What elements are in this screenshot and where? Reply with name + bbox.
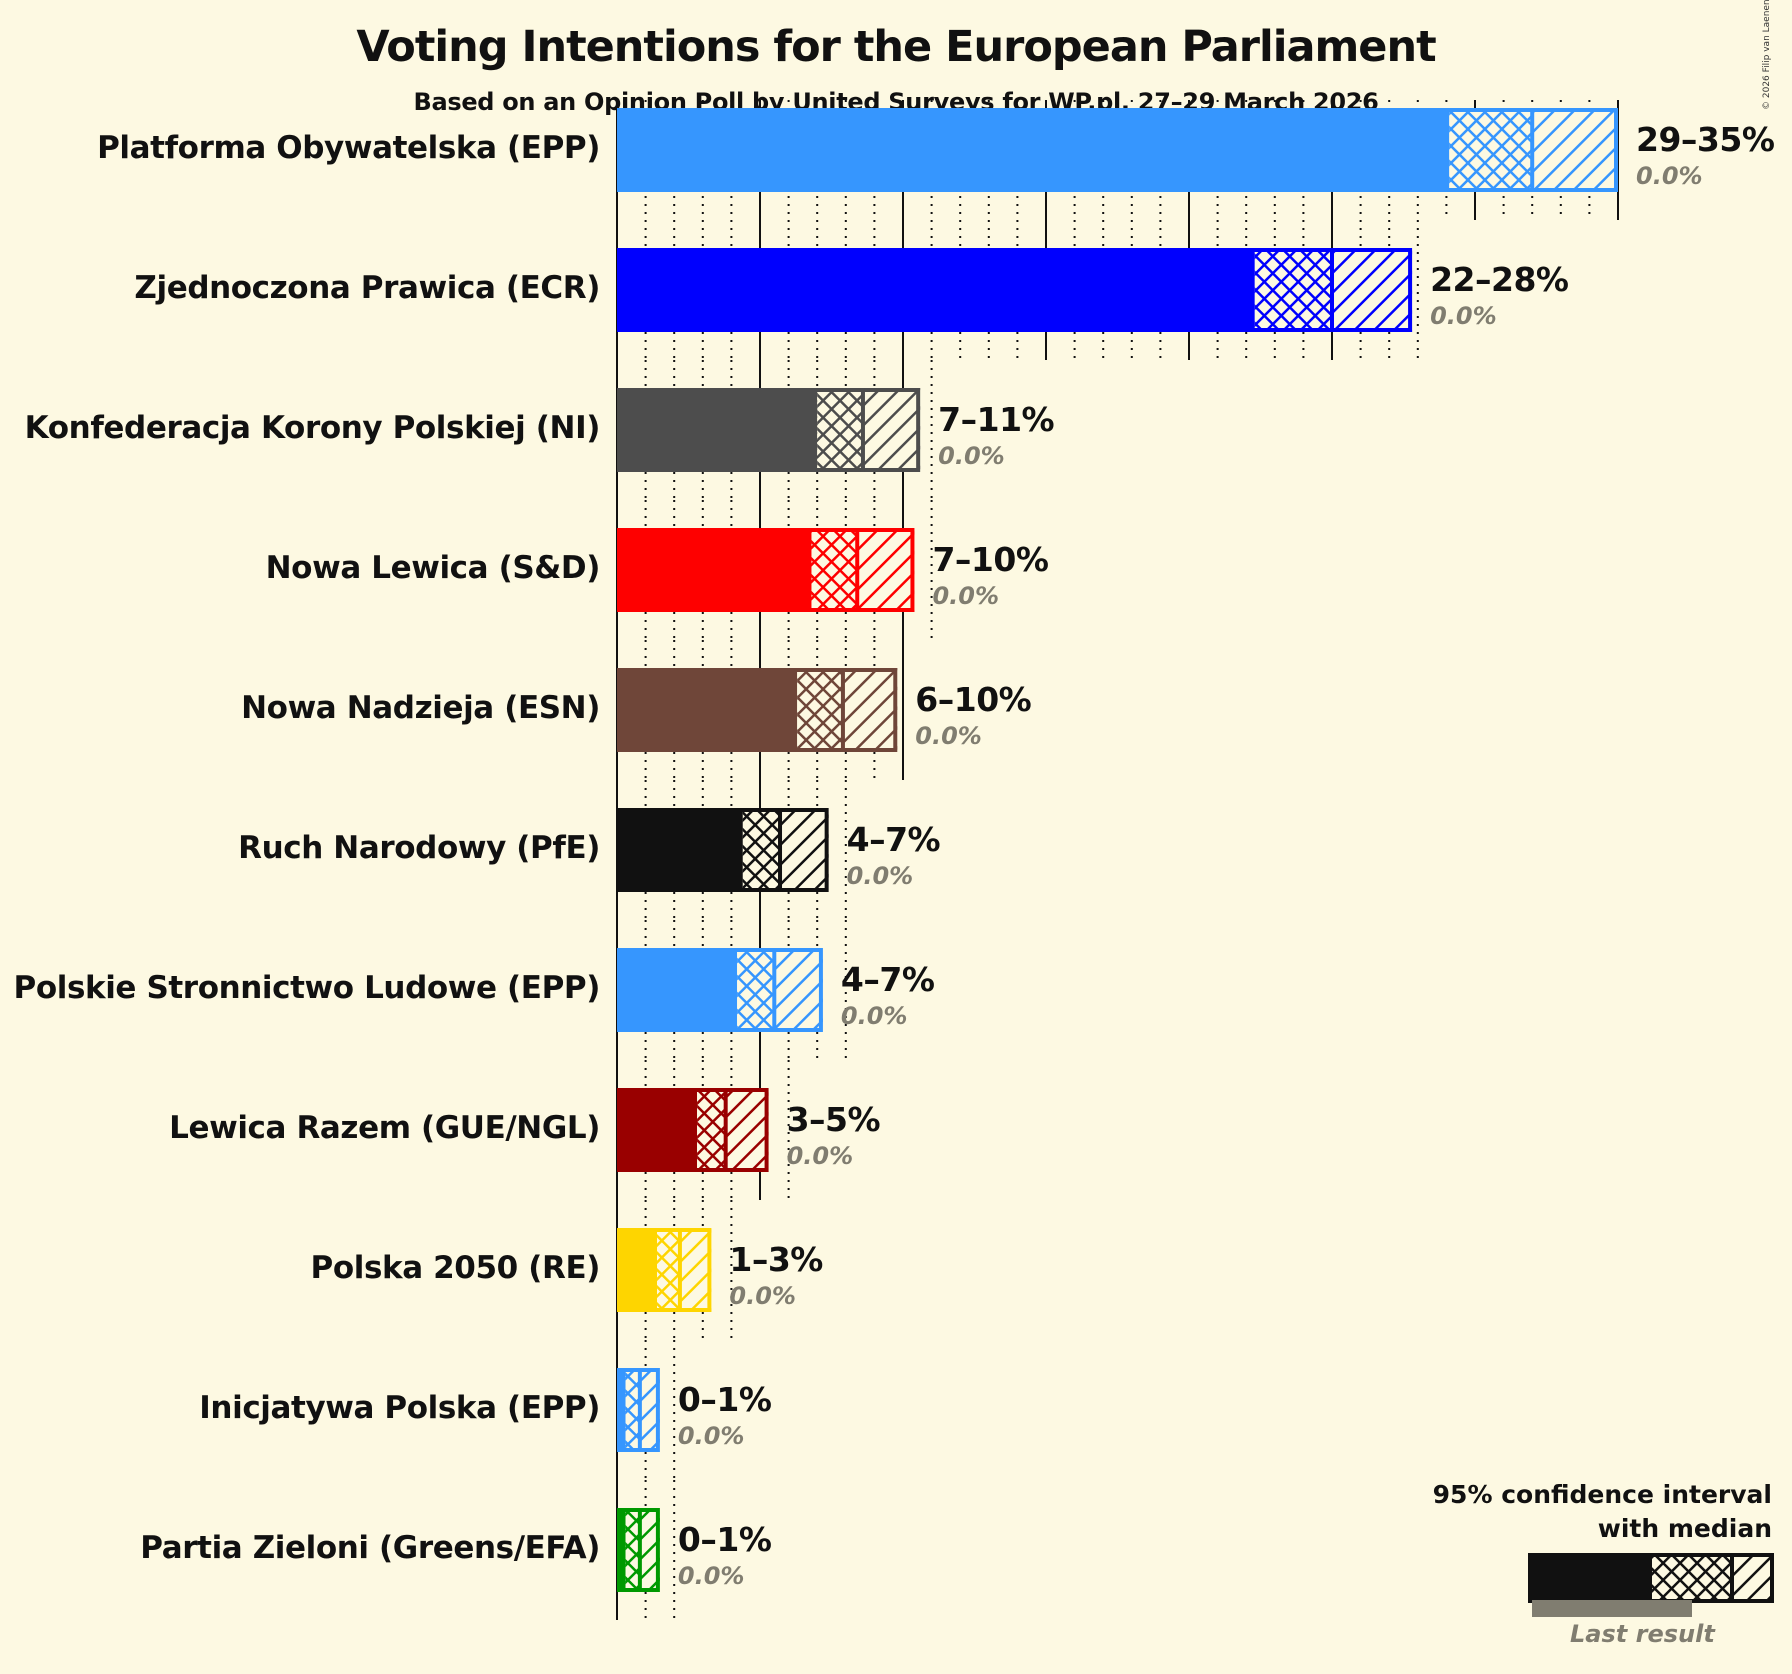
legend-last-result-label: Last result <box>1570 1620 1715 1648</box>
legend-swatch <box>1528 1553 1774 1603</box>
party-label: Nowa Nadzieja (ESN) <box>241 690 600 726</box>
bar-ci-upper-segment <box>1532 108 1618 192</box>
last-result-label: 0.0% <box>915 722 982 750</box>
range-label: 7–10% <box>932 540 1049 579</box>
bar-ci-lower-segment <box>742 808 781 892</box>
bar-10 <box>617 1368 660 1452</box>
bar-solid-segment <box>617 388 818 472</box>
party-label: Lewica Razem (GUE/NGL) <box>169 1110 600 1146</box>
bar-ci-upper-segment <box>862 388 921 472</box>
bar-ci-upper-segment <box>1332 248 1413 332</box>
bar-outline <box>617 1088 769 1172</box>
bar-ci-upper-segment <box>857 528 915 612</box>
bar-ci-lower-segment <box>625 1368 640 1452</box>
party-label: Zjednoczona Prawica (ECR) <box>134 270 600 306</box>
bar-8 <box>617 1088 769 1172</box>
last-result-label: 0.0% <box>786 1142 854 1170</box>
bar-solid-segment <box>617 248 1255 332</box>
bar-outline <box>617 808 829 892</box>
legend-title: 95% confidence interval with median <box>1433 1478 1772 1546</box>
range-label: 1–3% <box>729 1240 823 1279</box>
bar-7 <box>617 948 823 1032</box>
range-label: 6–10% <box>915 680 1032 719</box>
last-result-label: 0.0% <box>932 582 999 610</box>
legend-last-result-swatch <box>1532 1600 1692 1617</box>
range-label: 29–35% <box>1636 120 1775 159</box>
last-result-label: 0.0% <box>677 1422 745 1450</box>
bar-outline <box>617 668 898 752</box>
bar-outline <box>617 248 1413 332</box>
bar-solid-segment <box>617 1228 658 1312</box>
bar-solid-segment <box>617 108 1450 192</box>
bar-ci-upper-segment <box>774 948 823 1032</box>
bar-ci-lower-segment <box>811 528 858 612</box>
party-label: Nowa Lewica (S&D) <box>265 550 601 586</box>
bar-ci-lower-segment <box>625 1508 640 1592</box>
range-label: 0–1% <box>677 1380 772 1419</box>
bar-ci-lower-segment <box>697 1088 726 1172</box>
bar-ci-upper-segment <box>842 668 898 752</box>
last-result-label: 0.0% <box>729 1282 796 1310</box>
party-label: Polskie Stronnictwo Ludowe (EPP) <box>13 970 601 1006</box>
last-result-label: 0.0% <box>938 442 1005 470</box>
bar-ci-upper-segment <box>679 1228 712 1312</box>
bar-solid-segment <box>617 808 743 892</box>
bar-solid-segment <box>617 668 798 752</box>
bar-ci-upper-segment <box>639 1368 660 1452</box>
bar-outline <box>617 388 921 472</box>
last-result-label: 0.0% <box>840 1002 908 1030</box>
bar-ci-lower-segment <box>737 948 775 1032</box>
legend-line-2: with median <box>1597 1514 1772 1543</box>
bar-4 <box>617 528 915 612</box>
party-label: Ruch Narodowy (PfE) <box>238 830 600 866</box>
bar-11 <box>617 1508 660 1592</box>
bar-6 <box>617 808 829 892</box>
bar-1 <box>617 108 1618 192</box>
bar-solid-segment <box>617 948 738 1032</box>
party-label: Polska 2050 (RE) <box>310 1250 601 1286</box>
bar-solid-segment <box>617 1088 698 1172</box>
bar-3 <box>617 388 921 472</box>
bar-ci-lower-segment <box>1449 108 1533 192</box>
party-label: Konfederacja Korony Polskiej (NI) <box>24 410 601 446</box>
bar-9 <box>617 1228 712 1312</box>
bar-solid-segment <box>617 1508 626 1592</box>
bar-2 <box>617 248 1413 332</box>
party-label: Inicjatywa Polska (EPP) <box>199 1390 600 1426</box>
last-result-label: 0.0% <box>846 862 914 890</box>
bar-outline <box>617 528 915 612</box>
bar-outline <box>617 1228 712 1312</box>
bar-solid-segment <box>617 528 812 612</box>
bar-5 <box>617 668 898 752</box>
last-result-label: 0.0% <box>677 1562 745 1590</box>
bar-ci-upper-segment <box>725 1088 769 1172</box>
bar-ci-lower-segment <box>817 388 863 472</box>
bar-ci-lower-segment <box>1254 248 1332 332</box>
last-result-label: 0.0% <box>1636 162 1703 190</box>
range-label: 3–5% <box>786 1100 881 1139</box>
party-label: Platforma Obywatelska (EPP) <box>97 130 600 166</box>
range-label: 7–11% <box>938 400 1055 439</box>
bar-ci-lower-segment <box>657 1228 680 1312</box>
chart-title: Voting Intentions for the European Parli… <box>356 22 1436 72</box>
range-label: 22–28% <box>1430 260 1569 299</box>
bar-outline <box>617 108 1618 192</box>
legend-line-1: 95% confidence interval <box>1432 1480 1772 1509</box>
bar-solid-segment <box>617 1368 626 1452</box>
bar-ci-lower-segment <box>797 668 843 752</box>
party-label: Partia Zieloni (Greens/EFA) <box>140 1530 600 1566</box>
range-label: 0–1% <box>677 1520 772 1559</box>
bar-outline <box>617 948 823 1032</box>
range-label: 4–7% <box>846 820 941 859</box>
bar-ci-upper-segment <box>780 808 829 892</box>
last-result-label: 0.0% <box>1430 302 1497 330</box>
range-label: 4–7% <box>840 960 935 999</box>
bar-ci-upper-segment <box>639 1508 660 1592</box>
